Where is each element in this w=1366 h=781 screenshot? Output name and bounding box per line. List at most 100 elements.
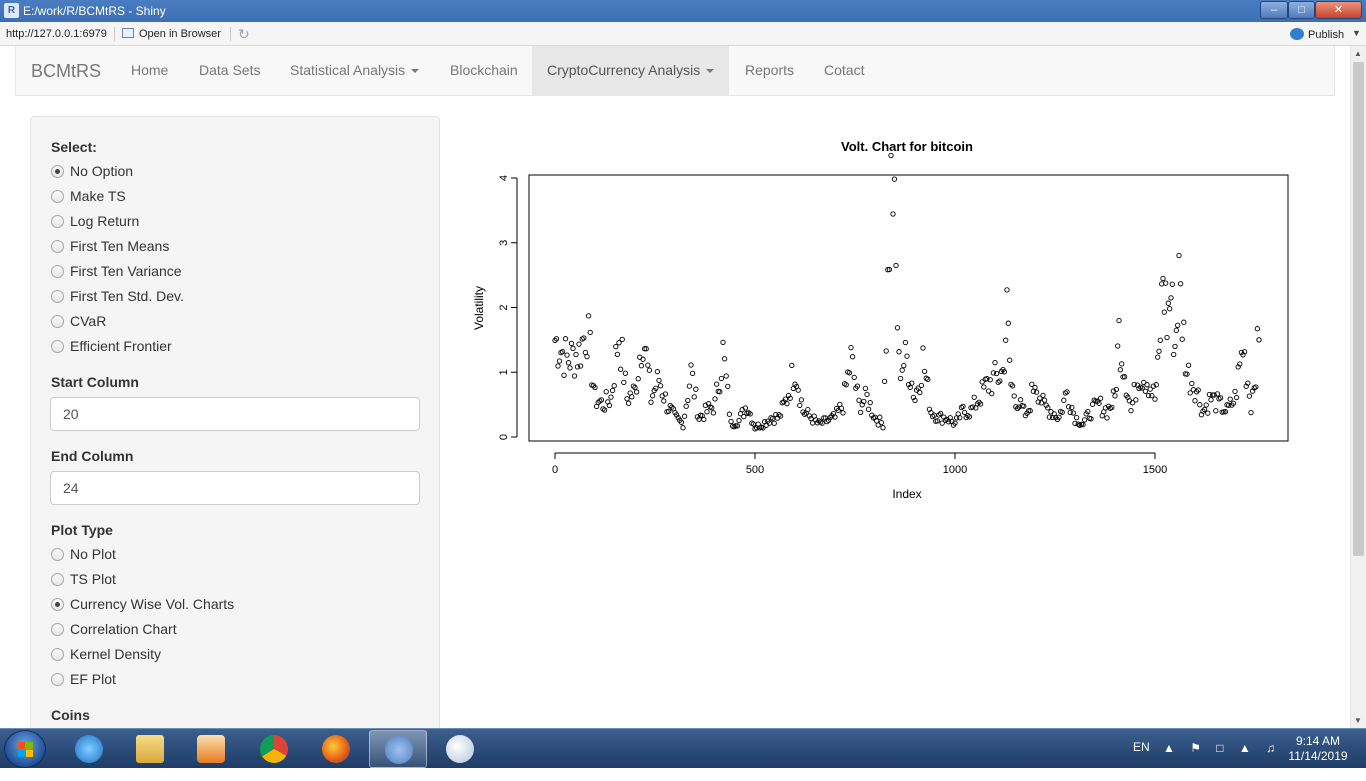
radio-button-icon[interactable] [51, 290, 64, 303]
nav-home[interactable]: Home [116, 46, 183, 95]
nav-data-sets[interactable]: Data Sets [184, 46, 275, 95]
scatter-point [1211, 392, 1217, 398]
scatter-point [1175, 322, 1181, 328]
ie-icon[interactable] [60, 730, 118, 768]
refresh-icon[interactable]: ↻ [238, 26, 250, 42]
y-tick-label: 4 [498, 175, 510, 181]
scatter-point [899, 367, 905, 373]
open-in-browser-button[interactable]: Open in Browser [122, 28, 221, 40]
scatter-point [561, 372, 567, 378]
scatter-point [1168, 295, 1174, 301]
scatter-point [848, 344, 854, 351]
scatter-point [1117, 367, 1123, 373]
scatter-point [1110, 388, 1117, 394]
firefox-icon[interactable] [307, 730, 365, 768]
scatter-point [1245, 380, 1251, 386]
radio-button-icon[interactable] [51, 340, 64, 353]
start-column-input[interactable]: 20 [50, 397, 420, 431]
scatter-point [1248, 409, 1254, 416]
scatter-point [1155, 354, 1161, 360]
nav-contact-label: Cotact [824, 62, 865, 78]
scatter-point [904, 353, 910, 359]
scrollbar-thumb[interactable] [1353, 62, 1364, 556]
scatter-point [649, 393, 656, 399]
system-tray-icons[interactable]: ▲ ⚑ □ ▲ ♫ [1163, 741, 1282, 755]
scatter-point [736, 417, 742, 424]
chrome-icon[interactable] [245, 730, 303, 768]
scatter-point [622, 370, 629, 376]
publish-dropdown-icon[interactable]: ▼ [1352, 28, 1361, 38]
radio-button-icon[interactable] [51, 190, 64, 203]
scroll-down-icon[interactable]: ▼ [1354, 716, 1362, 725]
address-url[interactable]: http://127.0.0.1:6979 [6, 28, 107, 40]
r-icon[interactable] [369, 730, 427, 768]
scatter-point [718, 375, 725, 382]
browser-window-icon [122, 28, 134, 38]
navbar-brand[interactable]: BCMtRS [31, 61, 102, 81]
scatter-point [1192, 398, 1198, 404]
end-column-input[interactable]: 24 [50, 471, 420, 505]
scatter-point [902, 339, 909, 346]
radio-button-icon[interactable] [51, 673, 64, 686]
select-option-label: No Option [70, 163, 134, 179]
close-button[interactable]: ✕ [1315, 1, 1362, 19]
nav-contact[interactable]: Cotact [809, 46, 879, 95]
scatter-point [608, 394, 614, 400]
radio-button-icon[interactable] [51, 648, 64, 661]
radio-button-icon[interactable] [51, 165, 64, 178]
scatter-point [1217, 395, 1224, 401]
scatter-point [865, 406, 872, 412]
scatter-point [646, 367, 653, 373]
system-clock[interactable]: 9:14 AM 11/14/2019 [1282, 734, 1354, 764]
scatter-point [635, 376, 641, 382]
scatter-point [653, 385, 659, 391]
scatter-point [581, 335, 587, 341]
nav-statistical-analysis[interactable]: Statistical Analysis [275, 46, 434, 95]
publish-button[interactable]: Publish [1290, 28, 1344, 41]
select-option-label: First Ten Means [70, 238, 170, 254]
radio-button-icon[interactable] [51, 240, 64, 253]
radio-button-icon[interactable] [51, 315, 64, 328]
scatter-point [678, 419, 685, 425]
language-indicator[interactable]: EN [1133, 740, 1150, 754]
scatter-point [616, 340, 622, 346]
nav-cryptocurrency-analysis[interactable]: CryptoCurrency Analysis [532, 46, 730, 95]
nav-blockchain[interactable]: Blockchain [435, 46, 533, 95]
plot-type-option-label: TS Plot [70, 571, 116, 587]
scroll-up-icon[interactable]: ▲ [1354, 49, 1362, 58]
scatter-point [1200, 408, 1206, 414]
scatter-point [1067, 409, 1073, 416]
scatter-point [571, 373, 578, 379]
file-explorer-icon[interactable] [121, 730, 179, 768]
radio-button-icon[interactable] [51, 598, 64, 611]
scatter-point [974, 401, 981, 407]
scatter-point [771, 420, 777, 426]
paint-icon[interactable] [431, 730, 489, 768]
scatter-point [925, 376, 931, 382]
radio-button-icon[interactable] [51, 215, 64, 228]
maximize-button[interactable]: □ [1288, 1, 1315, 19]
scatter-point [720, 339, 726, 346]
start-button[interactable] [4, 730, 46, 768]
scatter-point [813, 417, 819, 423]
open-in-browser-label: Open in Browser [139, 28, 221, 40]
scatter-point [1214, 391, 1221, 397]
scatter-point [981, 384, 987, 390]
window-title-bar: R E:/work/R/BCMtRS - Shiny – □ ✕ [0, 0, 1366, 22]
scatter-point [1085, 408, 1091, 415]
radio-button-icon[interactable] [51, 548, 64, 561]
scatter-point [1027, 408, 1033, 414]
chart-title: Volt. Chart for bitcoin [841, 139, 973, 154]
minimize-button[interactable]: – [1260, 1, 1288, 19]
media-player-icon[interactable] [182, 730, 240, 768]
scatter-point [553, 336, 560, 342]
vertical-scrollbar[interactable]: ▲ ▼ [1350, 46, 1366, 728]
scatter-point [1152, 396, 1158, 402]
scatter-point [857, 409, 864, 416]
scatter-point [854, 383, 861, 389]
radio-button-icon[interactable] [51, 623, 64, 636]
scatter-point [894, 325, 901, 331]
radio-button-icon[interactable] [51, 265, 64, 278]
nav-reports[interactable]: Reports [730, 46, 809, 95]
radio-button-icon[interactable] [51, 573, 64, 586]
